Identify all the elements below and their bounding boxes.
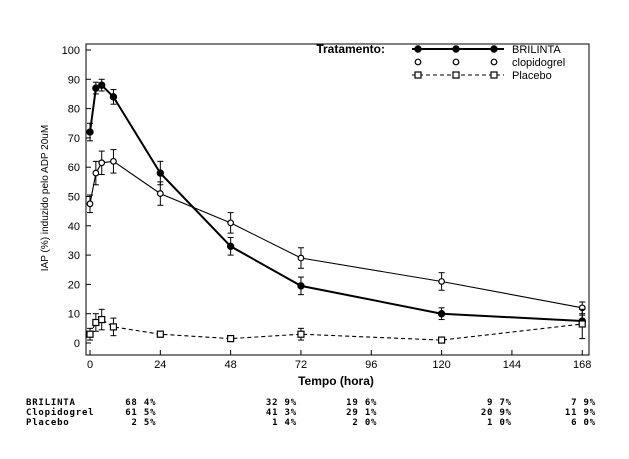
table-cell: 1 0%	[487, 418, 512, 428]
data-point	[86, 330, 94, 338]
series-line	[89, 160, 583, 309]
data-point	[156, 330, 164, 338]
table-cell: 9 7%	[487, 398, 512, 408]
table-row-label: Placebo	[26, 418, 70, 428]
y-tick-label: 100	[62, 45, 80, 57]
legend-title: Tratamento:	[316, 42, 385, 56]
table-cell: 1 4%	[272, 418, 297, 428]
table-cell: 61 5%	[125, 408, 156, 418]
legend-marker	[414, 71, 422, 79]
table-cell: 41 3%	[266, 408, 297, 418]
data-point	[226, 242, 235, 251]
data-point	[110, 157, 117, 165]
legend-marker	[452, 45, 460, 53]
data-point	[98, 159, 106, 167]
legend-label: Placebo	[512, 70, 552, 82]
data-point	[92, 169, 100, 177]
y-tick-label: 10	[68, 309, 80, 321]
x-tick-label: 24	[154, 359, 166, 371]
table-cell: 29 1%	[346, 408, 377, 418]
table-cell: 19 6%	[346, 398, 377, 408]
y-axis-label: IAP (%) induzido pelo ADP 20uM	[40, 125, 51, 271]
y-tick-label: 0	[74, 338, 80, 350]
legend-marker	[490, 45, 498, 53]
data-point	[156, 169, 165, 177]
table-row-label: Clopidogrel	[26, 407, 94, 418]
data-point	[86, 200, 94, 208]
data-point	[86, 128, 94, 136]
legend-marker	[490, 71, 498, 79]
data-point	[438, 278, 446, 285]
legend-marker	[452, 71, 460, 79]
x-tick-label: 96	[365, 359, 377, 371]
x-tick-label: 48	[225, 359, 237, 371]
legend-label: clopidogrel	[512, 57, 565, 69]
y-tick-label: 90	[68, 74, 80, 86]
table-cell: 2 0%	[352, 418, 377, 428]
data-point	[297, 330, 305, 338]
data-point	[98, 81, 106, 89]
series-brilinta	[86, 78, 586, 328]
plot-frame	[85, 43, 590, 356]
data-point	[297, 254, 305, 262]
legend-label: BRILINTA	[512, 44, 561, 56]
data-point	[438, 336, 446, 344]
table-cell: 2 5%	[131, 418, 156, 428]
x-axis-label: Tempo (hora)	[298, 374, 374, 388]
data-point	[227, 335, 235, 343]
x-tick-label: 120	[432, 359, 450, 371]
y-tick-label: 50	[68, 192, 80, 204]
data-point	[92, 84, 100, 92]
data-point	[109, 323, 118, 331]
y-tick-label: 80	[68, 104, 80, 116]
data-point	[109, 93, 118, 101]
x-tick-label: 72	[295, 359, 307, 371]
x-tick-label: 144	[503, 359, 521, 371]
series-placebo	[86, 308, 586, 344]
legend-marker	[414, 45, 422, 53]
data-point	[437, 310, 446, 318]
y-tick-label: 60	[68, 162, 80, 174]
series-clopidogrel	[86, 149, 586, 315]
table-cell: 6 0%	[571, 418, 596, 428]
summary-table: BRILINTA 68 4% 32 9% 19 6% 9 7% 7 9% Clopidogr…	[26, 398, 596, 428]
data-point	[297, 282, 305, 290]
y-tick-label: 30	[68, 250, 80, 262]
x-tick-label: 168	[573, 359, 591, 371]
table-cell: 7 9%	[571, 398, 596, 408]
x-tick-label: 0	[87, 359, 93, 371]
table-row-label: BRILINTA	[26, 398, 76, 408]
y-tick-label: 70	[68, 133, 80, 145]
table-cell: 20 9%	[481, 408, 512, 418]
table-cell: 11 9%	[565, 408, 596, 418]
data-point	[578, 320, 586, 328]
y-axis: 0 10 20 30 40 50 60 70 80 90 100	[62, 45, 91, 350]
data-point	[92, 318, 100, 327]
legend-marker	[452, 58, 460, 66]
x-axis: 0 24 48 72 96 120 144 168	[87, 350, 591, 371]
table-cell: 68 4%	[125, 398, 156, 408]
y-tick-label: 40	[68, 221, 80, 233]
data-point	[156, 190, 164, 197]
series-line	[89, 83, 583, 322]
data-point	[227, 219, 235, 227]
legend-marker	[414, 58, 422, 66]
legend-marker	[490, 58, 498, 66]
plot-series	[86, 78, 586, 344]
data-point	[98, 315, 106, 324]
table-cell: 32 9%	[266, 398, 297, 408]
y-tick-label: 20	[68, 279, 80, 291]
